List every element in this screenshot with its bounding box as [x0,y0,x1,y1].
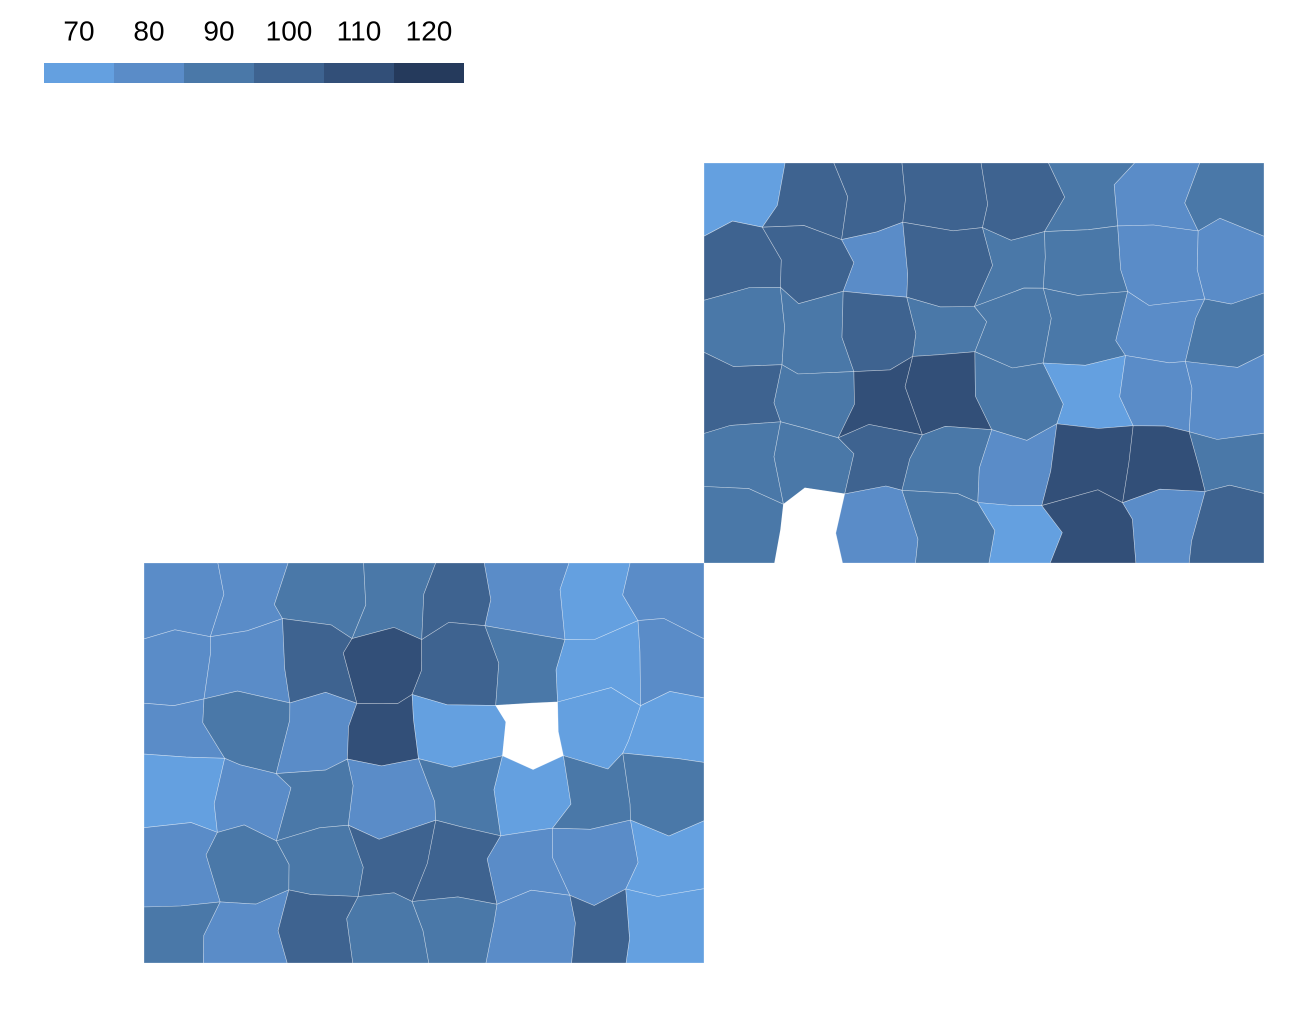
legend-swatch [254,63,324,83]
legend-label: 120 [406,15,453,46]
region [902,221,993,308]
region [1185,353,1265,440]
region [347,693,419,767]
legend-swatch [394,63,464,83]
region [1188,484,1265,564]
region [143,562,225,640]
region [342,627,423,704]
region [703,287,785,367]
region [901,162,989,232]
legend-label: 110 [337,15,382,46]
legend-swatch [114,63,184,83]
region [143,629,212,707]
region [1042,287,1129,366]
region [1119,355,1193,433]
legend-label: 90 [203,15,234,46]
legend-swatch [44,63,114,83]
region [143,753,226,833]
legend-swatch [324,63,394,83]
legend-label: 70 [63,15,94,46]
region [411,694,507,768]
region [625,888,705,964]
legend-label: 80 [133,15,164,46]
legend-label: 100 [266,15,313,46]
region [841,290,917,372]
legend-swatch [184,63,254,83]
region [1042,225,1129,296]
region [277,889,359,964]
